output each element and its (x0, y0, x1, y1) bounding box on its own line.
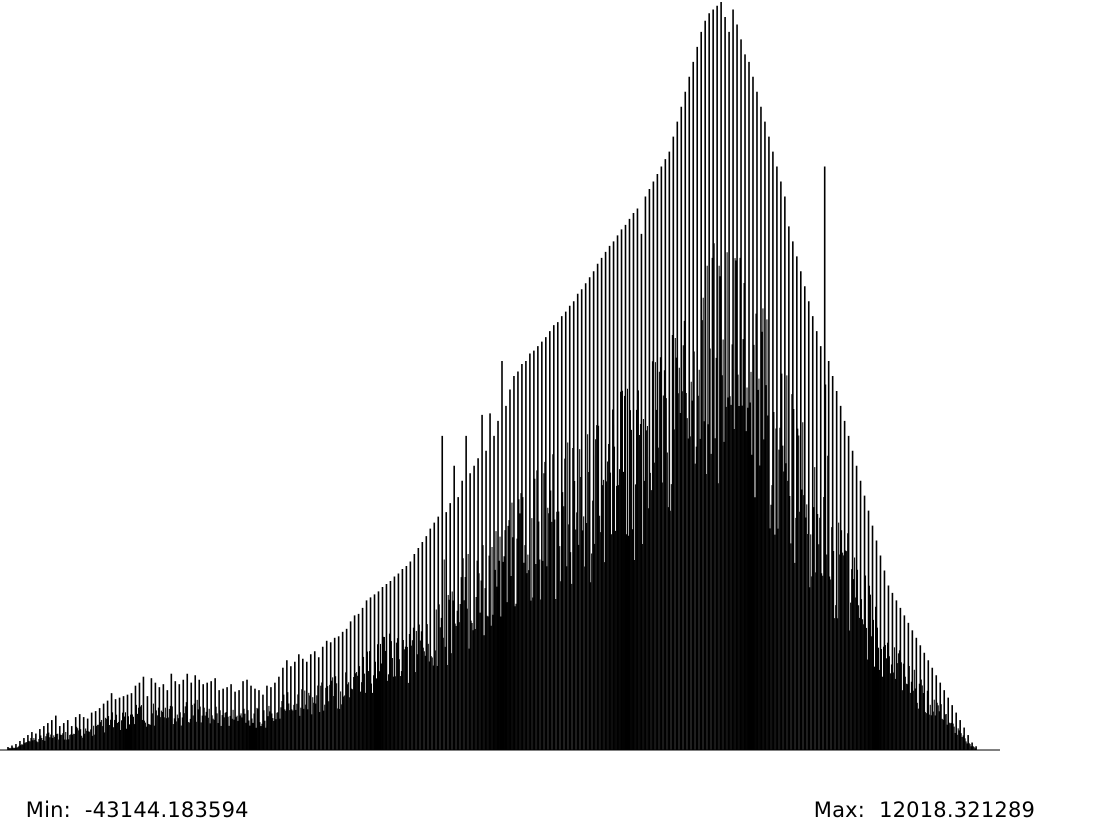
histogram-chart (0, 2, 1000, 751)
min-label: Min: (25, 798, 71, 822)
min-value: -43144.183594 (84, 798, 249, 822)
min-stat: Min: -43144.183594 (12, 768, 249, 824)
histogram-bars (7, 2, 977, 750)
max-stat: Max: 12018.321289 (800, 768, 1035, 824)
max-value: 12018.321289 (879, 798, 1036, 822)
max-label: Max: (813, 798, 866, 822)
